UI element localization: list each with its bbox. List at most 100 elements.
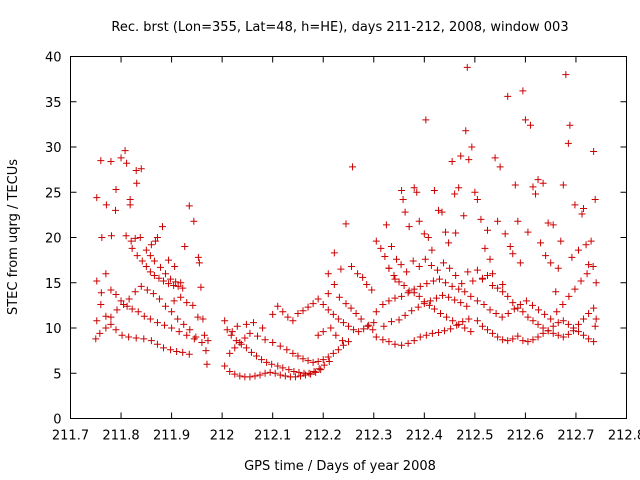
data-point bbox=[484, 326, 491, 334]
data-point bbox=[143, 286, 151, 294]
x-tick-label: 211.9 bbox=[153, 429, 190, 444]
data-point bbox=[150, 257, 158, 265]
data-point bbox=[442, 279, 450, 287]
data-point bbox=[197, 283, 205, 291]
x-tick-label: 211.8 bbox=[102, 429, 139, 444]
data-point bbox=[334, 346, 342, 354]
data-point bbox=[509, 250, 517, 258]
data-point bbox=[350, 326, 358, 334]
data-point bbox=[435, 275, 443, 283]
x-tick-label: 212.1 bbox=[254, 429, 291, 444]
data-point bbox=[568, 253, 576, 261]
data-point bbox=[554, 331, 562, 339]
data-point bbox=[592, 279, 600, 287]
data-point bbox=[499, 288, 507, 296]
data-point bbox=[98, 234, 106, 241]
data-point bbox=[294, 310, 302, 318]
data-point bbox=[236, 372, 244, 380]
data-point bbox=[481, 244, 489, 252]
data-point bbox=[549, 221, 557, 229]
data-point bbox=[433, 266, 441, 274]
data-point bbox=[391, 340, 399, 348]
data-point bbox=[516, 300, 524, 308]
data-point bbox=[430, 305, 438, 313]
data-point bbox=[160, 277, 168, 285]
data-point bbox=[458, 280, 466, 288]
data-point bbox=[199, 315, 207, 323]
data-point bbox=[420, 300, 428, 308]
data-point bbox=[447, 325, 455, 333]
data-point bbox=[128, 244, 136, 252]
data-point bbox=[391, 275, 399, 283]
data-point bbox=[514, 332, 522, 340]
data-point bbox=[276, 342, 284, 350]
data-point bbox=[162, 270, 170, 278]
x-tick-label: 212.2 bbox=[305, 429, 342, 444]
data-point bbox=[496, 163, 504, 171]
data-point bbox=[165, 280, 173, 288]
data-point bbox=[486, 255, 494, 263]
data-point bbox=[580, 315, 588, 323]
data-point bbox=[345, 338, 352, 346]
data-point bbox=[506, 243, 514, 251]
data-point bbox=[289, 317, 297, 325]
data-point bbox=[185, 350, 193, 358]
data-point bbox=[136, 234, 144, 241]
data-point bbox=[559, 300, 567, 308]
data-point bbox=[443, 313, 451, 321]
data-point bbox=[200, 331, 208, 339]
data-point bbox=[492, 310, 500, 318]
data-point bbox=[307, 370, 315, 378]
x-tick-label: 212.3 bbox=[355, 429, 392, 444]
data-point bbox=[427, 262, 435, 270]
data-point bbox=[438, 208, 446, 216]
data-point bbox=[451, 296, 459, 304]
data-point bbox=[304, 303, 312, 311]
data-point bbox=[571, 201, 579, 209]
data-point bbox=[397, 261, 405, 269]
data-point bbox=[202, 347, 210, 355]
data-point bbox=[342, 220, 350, 228]
data-point bbox=[377, 244, 385, 252]
data-point bbox=[125, 295, 133, 303]
data-point bbox=[142, 246, 150, 254]
data-point bbox=[246, 373, 254, 381]
data-point bbox=[198, 338, 206, 346]
data-point bbox=[422, 116, 430, 124]
data-point bbox=[462, 127, 470, 135]
data-point bbox=[409, 257, 417, 265]
data-point bbox=[247, 348, 255, 356]
data-point bbox=[158, 223, 166, 231]
data-point bbox=[501, 230, 509, 238]
data-point bbox=[359, 273, 367, 281]
data-point bbox=[147, 241, 155, 249]
data-point bbox=[314, 357, 322, 365]
data-point bbox=[457, 299, 465, 307]
y-tick-label: 0 bbox=[53, 413, 61, 428]
data-point bbox=[132, 167, 140, 175]
data-point bbox=[324, 270, 332, 278]
data-point bbox=[590, 148, 598, 156]
data-point bbox=[177, 279, 185, 287]
data-point bbox=[372, 237, 380, 245]
data-point bbox=[529, 183, 537, 191]
data-point bbox=[319, 356, 327, 364]
data-point bbox=[261, 336, 269, 344]
data-point bbox=[189, 301, 197, 309]
data-point bbox=[578, 210, 586, 218]
data-point bbox=[167, 275, 175, 283]
data-point bbox=[146, 252, 154, 260]
data-point bbox=[529, 336, 537, 344]
data-point bbox=[542, 252, 550, 260]
data-point bbox=[528, 301, 536, 309]
data-point bbox=[314, 295, 322, 303]
data-point bbox=[534, 333, 542, 341]
data-point bbox=[155, 295, 163, 303]
data-point bbox=[434, 206, 442, 214]
data-point bbox=[295, 368, 303, 376]
data-point bbox=[544, 219, 552, 227]
data-point bbox=[153, 234, 161, 241]
data-point bbox=[480, 300, 488, 308]
data-point bbox=[269, 310, 277, 318]
data-point bbox=[142, 262, 150, 270]
